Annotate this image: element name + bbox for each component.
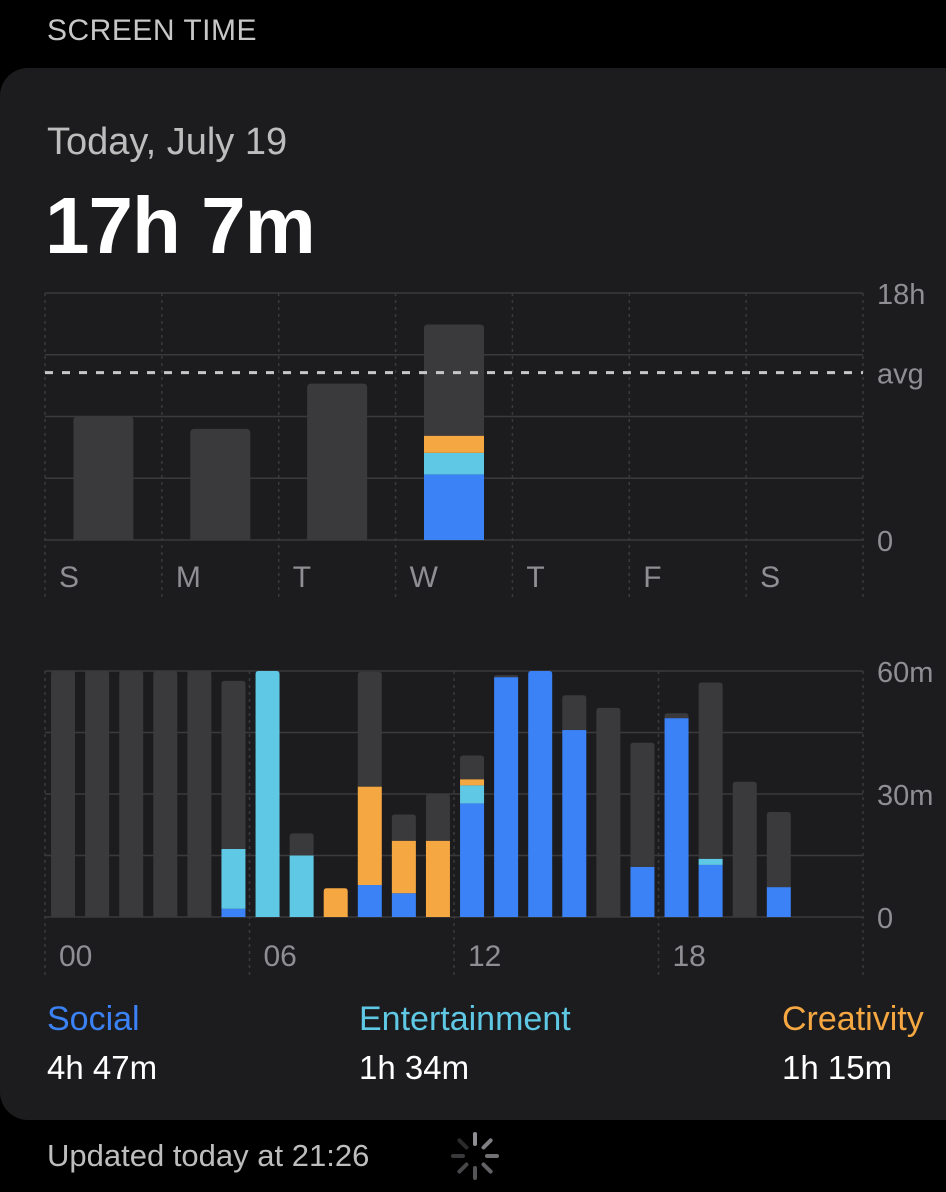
hourly-bar-social xyxy=(494,677,519,917)
hourly-bar-social xyxy=(562,730,587,917)
weekly-chart[interactable]: S M T W T F S 18h avg 0 xyxy=(0,0,946,600)
hourly-bar-entertainment xyxy=(221,848,246,909)
weekly-bar-other xyxy=(73,416,134,540)
hourly-bar-other xyxy=(460,755,485,780)
hourly-bar-entertainment xyxy=(289,855,314,917)
hourly-bar-other xyxy=(289,833,314,856)
hourly-bar-other xyxy=(85,671,110,917)
hourly-bar-other xyxy=(391,814,416,841)
category-entertainment[interactable]: Entertainment 1h 34m xyxy=(359,1000,571,1087)
hourly-bar-other xyxy=(187,671,212,917)
weekly-bar-creativity xyxy=(424,435,484,453)
hourly-bar-entertainment xyxy=(460,785,485,804)
hourly-x-label: 18 xyxy=(673,940,706,973)
hourly-bar-creativity xyxy=(425,840,450,917)
hourly-bar-other xyxy=(494,675,519,678)
hourly-bar-creativity xyxy=(323,888,348,917)
hourly-bar-other xyxy=(732,781,757,917)
category-entertainment-name: Entertainment xyxy=(359,1000,571,1038)
date-label: Today, July 19 xyxy=(47,121,288,163)
category-entertainment-time: 1h 34m xyxy=(359,1049,470,1086)
weekly-x-label: S xyxy=(59,561,79,594)
hourly-bar-creativity xyxy=(391,840,416,894)
hourly-bar-other xyxy=(51,671,76,917)
hourly-bar-entertainment xyxy=(698,858,723,865)
total-time: 17h 7m xyxy=(45,181,316,270)
hourly-bar-social xyxy=(357,885,382,917)
hourly-bar-other xyxy=(664,713,689,719)
category-social-name: Social xyxy=(47,1000,140,1038)
hourly-bar-other xyxy=(698,682,723,859)
hourly-bar-other xyxy=(562,695,587,731)
hourly-bar-other xyxy=(630,742,655,867)
hourly-bar-social xyxy=(664,718,689,917)
hourly-x-label: 12 xyxy=(468,940,501,973)
hourly-x-label: 00 xyxy=(59,940,92,973)
hourly-bar-other xyxy=(596,707,621,917)
updated-label: Updated today at 21:26 xyxy=(47,1138,370,1173)
weekly-x-label: S xyxy=(760,561,780,594)
section-title: SCREEN TIME xyxy=(47,14,257,47)
hourly-y-label: 60m xyxy=(877,657,933,689)
hourly-bar-entertainment xyxy=(255,671,280,917)
weekly-x-label: F xyxy=(643,561,661,594)
weekly-x-label: M xyxy=(176,561,201,594)
weekly-bar-other xyxy=(424,324,484,436)
loading-spinner-icon xyxy=(451,1132,499,1180)
hourly-y-label: 0 xyxy=(877,903,893,935)
weekly-bar-entertainment xyxy=(424,452,484,475)
category-social[interactable]: Social 4h 47m xyxy=(47,1000,157,1087)
hourly-bar-other xyxy=(221,680,246,849)
hourly-bar-other xyxy=(357,671,382,787)
weekly-y-label: 18h xyxy=(877,279,925,311)
weekly-bar-other xyxy=(190,428,251,540)
weekly-y-label: 0 xyxy=(877,526,893,558)
screen-time-card[interactable] xyxy=(0,68,946,1120)
weekly-bar-other xyxy=(307,383,368,540)
category-social-time: 4h 47m xyxy=(47,1049,158,1086)
hourly-bar-other xyxy=(766,812,791,888)
weekly-x-label: W xyxy=(410,561,439,594)
hourly-bar-social xyxy=(630,866,655,917)
hourly-bar-social xyxy=(460,803,485,917)
category-creativity-name: Creativity xyxy=(782,1000,924,1038)
weekly-x-label: T xyxy=(526,561,544,594)
hourly-bar-other xyxy=(153,671,178,917)
hourly-bar-other xyxy=(425,794,450,841)
hourly-bar-creativity xyxy=(460,779,485,786)
hourly-bar-social xyxy=(528,671,553,917)
hourly-bar-social xyxy=(391,893,416,917)
hourly-bar-social xyxy=(766,887,791,917)
hourly-x-label: 06 xyxy=(264,940,297,973)
hourly-chart[interactable]: 00 06 12 18 60m 30m 0 xyxy=(0,0,946,1000)
weekly-y-label: avg xyxy=(877,359,924,391)
hourly-bar-creativity xyxy=(357,786,382,886)
hourly-bar-social xyxy=(698,864,723,917)
category-creativity-time: 1h 15m xyxy=(782,1049,893,1086)
category-creativity[interactable]: Creativity 1h 15m xyxy=(782,1000,924,1087)
hourly-bar-social xyxy=(221,908,246,917)
hourly-y-label: 30m xyxy=(877,780,933,812)
hourly-bar-other xyxy=(119,671,144,917)
weekly-bar-social xyxy=(424,474,484,540)
weekly-x-label: T xyxy=(293,561,311,594)
